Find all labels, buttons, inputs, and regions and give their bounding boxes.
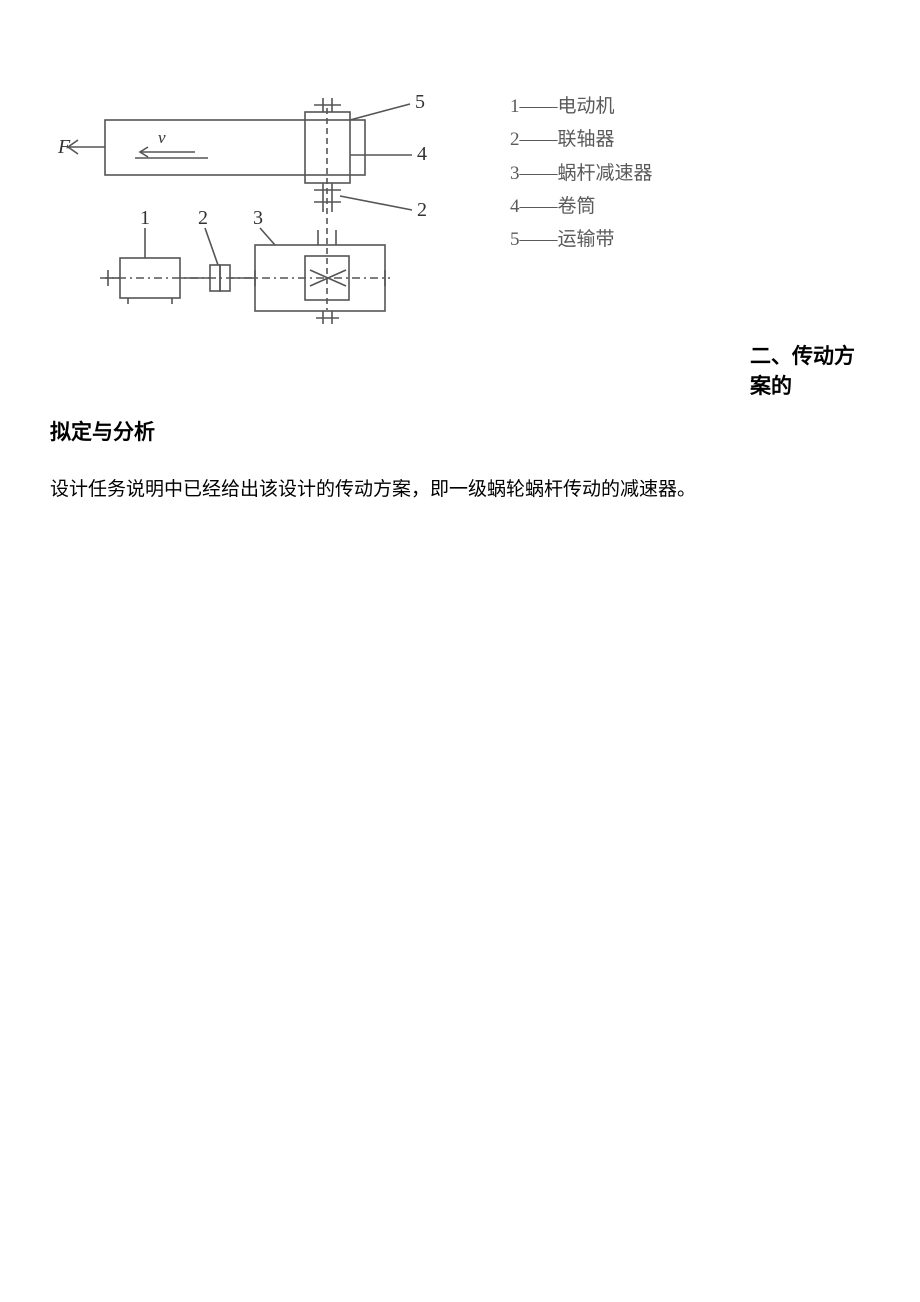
legend-dash: —— xyxy=(520,196,558,217)
legend-label: 卷筒 xyxy=(558,196,596,217)
heading-line2: 拟定与分析 xyxy=(50,416,870,446)
legend-num: 5 xyxy=(510,229,520,250)
legend-item: 3——蜗杆减速器 xyxy=(510,157,653,190)
force-label: F xyxy=(57,136,71,158)
transmission-diagram: F v 5 4 2 1 2 3 xyxy=(50,80,430,330)
legend-label: 蜗杆减速器 xyxy=(558,163,653,184)
heading-prefix: 二、 xyxy=(750,345,792,368)
legend-dash: —— xyxy=(520,163,558,184)
legend-item: 4——卷筒 xyxy=(510,190,653,223)
diagram-legend: 1——电动机 2——联轴器 3——蜗杆减速器 4——卷筒 5——运输带 xyxy=(510,90,653,256)
legend-item: 2——联轴器 xyxy=(510,123,653,156)
legend-dash: —— xyxy=(520,129,558,150)
legend-num: 3 xyxy=(510,163,520,184)
body-paragraph: 设计任务说明中已经给出该设计的传动方案，即一级蜗轮蜗杆传动的减速器。 xyxy=(50,474,870,506)
legend-label: 电动机 xyxy=(558,96,615,117)
legend-dash: —— xyxy=(520,96,558,117)
legend-label: 运输带 xyxy=(558,229,615,250)
legend-label: 联轴器 xyxy=(558,129,615,150)
legend-item: 1——电动机 xyxy=(510,90,653,123)
legend-dash: —— xyxy=(520,229,558,250)
legend-num: 4 xyxy=(510,196,520,217)
callout-1: 1 xyxy=(140,207,150,229)
callout-2-left: 2 xyxy=(198,207,208,229)
legend-num: 1 xyxy=(510,96,520,117)
legend-num: 2 xyxy=(510,129,520,150)
velocity-label: v xyxy=(158,128,166,147)
callout-3: 3 xyxy=(253,207,263,229)
callout-2-right: 2 xyxy=(417,199,427,221)
legend-item: 5——运输带 xyxy=(510,223,653,256)
callout-5: 5 xyxy=(415,91,425,113)
section-heading: 二、传动方案的 拟定与分析 xyxy=(50,340,870,446)
callout-4: 4 xyxy=(417,143,427,165)
